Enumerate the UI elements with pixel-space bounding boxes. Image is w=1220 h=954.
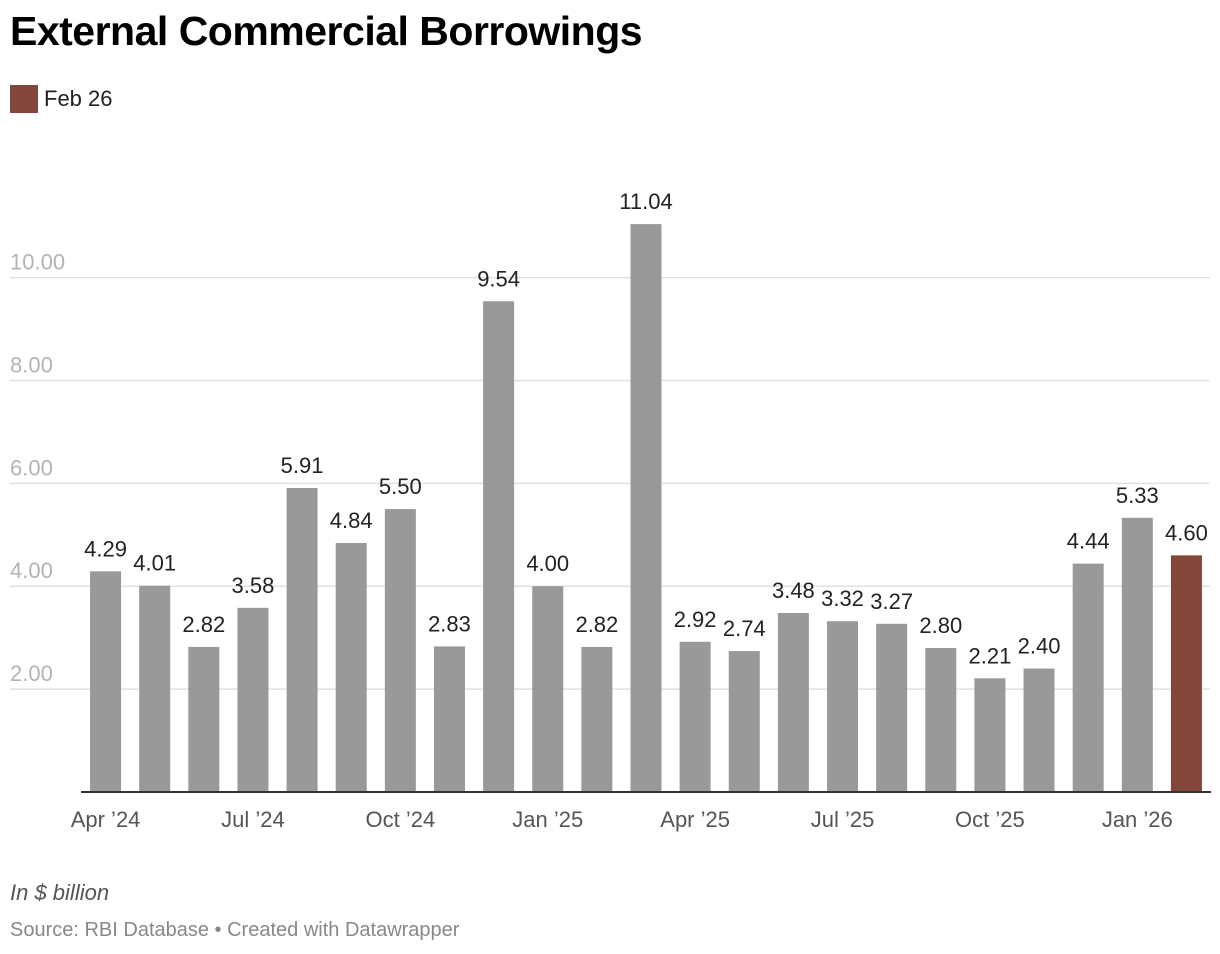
x-tick-label: Jan ’26 [1102,807,1173,832]
bar [188,646,220,792]
bar [90,571,122,792]
data-label: 11.04 [619,189,672,214]
data-label: 9.54 [477,266,520,291]
data-label: 2.92 [674,607,717,632]
bar [630,224,662,792]
x-tick-label: Apr ’24 [71,807,141,832]
bar [1121,517,1153,792]
y-tick-label: 8.00 [10,352,53,377]
data-label: 2.80 [919,613,962,638]
y-tick-label: 6.00 [10,455,53,480]
data-label: 3.27 [870,589,913,614]
source-credit: Source: RBI Database • Created with Data… [10,919,460,941]
x-tick-label: Jul ’25 [811,807,875,832]
bar [876,623,908,792]
data-label: 4.60 [1165,520,1208,545]
data-label: 4.01 [133,551,176,576]
unit-note: In $ billion [10,880,110,905]
data-label: 2.40 [1018,634,1061,659]
bar [679,641,711,792]
legend-swatch [10,85,38,113]
gridlines: 2.00 4.00 6.00 8.00 10.00 [10,250,1210,690]
value-labels: 4.294.01 2.82 3.58 5.91 4.845.50 2.83 9.54 4.00… [84,189,1208,668]
legend: Feb 26 [10,85,113,113]
data-label: 2.82 [182,612,225,637]
bar [384,509,416,792]
data-label: 4.84 [330,508,373,533]
chart-title: External Commercial Borrowings [10,8,643,54]
x-tick-label: Apr ’25 [660,807,730,832]
y-tick-label: 2.00 [10,661,53,686]
data-label: 2.83 [428,611,471,636]
data-label: 4.44 [1067,529,1110,554]
y-tick-label: 10.00 [10,250,65,275]
bar [1072,563,1104,792]
y-tick-label: 4.00 [10,558,53,583]
data-label: 5.50 [379,474,422,499]
bar [532,586,564,792]
data-label: 5.33 [1116,483,1159,508]
data-label: 2.82 [575,612,618,637]
bar [237,607,269,792]
bar [974,678,1006,792]
bars [81,224,1211,793]
bar [581,646,613,792]
x-tick-label: Oct ’25 [955,807,1025,832]
data-label: 2.74 [723,616,766,641]
bar [286,487,318,792]
bar [1023,668,1055,792]
bar-chart: 2.00 4.00 6.00 8.00 10.00 4.294.01 2.82 3.58 5.… [10,189,1211,832]
data-label: 3.58 [232,573,275,598]
data-label: 3.48 [772,578,815,603]
bar [1170,555,1202,792]
x-tick-label: Oct ’24 [365,807,435,832]
bar [335,543,367,792]
legend-label: Feb 26 [44,86,113,111]
data-label: 4.00 [526,551,569,576]
bar [483,301,515,792]
data-label: 4.29 [84,536,127,561]
bar [777,612,809,792]
bar [433,646,465,792]
data-label: 3.32 [821,586,864,611]
x-tick-label: Jan ’25 [512,807,583,832]
bar [139,585,171,792]
bar [827,621,859,792]
data-label: 2.21 [968,643,1011,668]
bar [728,651,760,792]
data-label: 5.91 [281,453,324,478]
x-tick-label: Jul ’24 [221,807,285,832]
x-axis-ticks: Apr ’24 Jul ’24 Oct ’24 Jan ’25 Apr ’25 Jul ’… [71,807,1173,832]
bar [925,647,957,792]
